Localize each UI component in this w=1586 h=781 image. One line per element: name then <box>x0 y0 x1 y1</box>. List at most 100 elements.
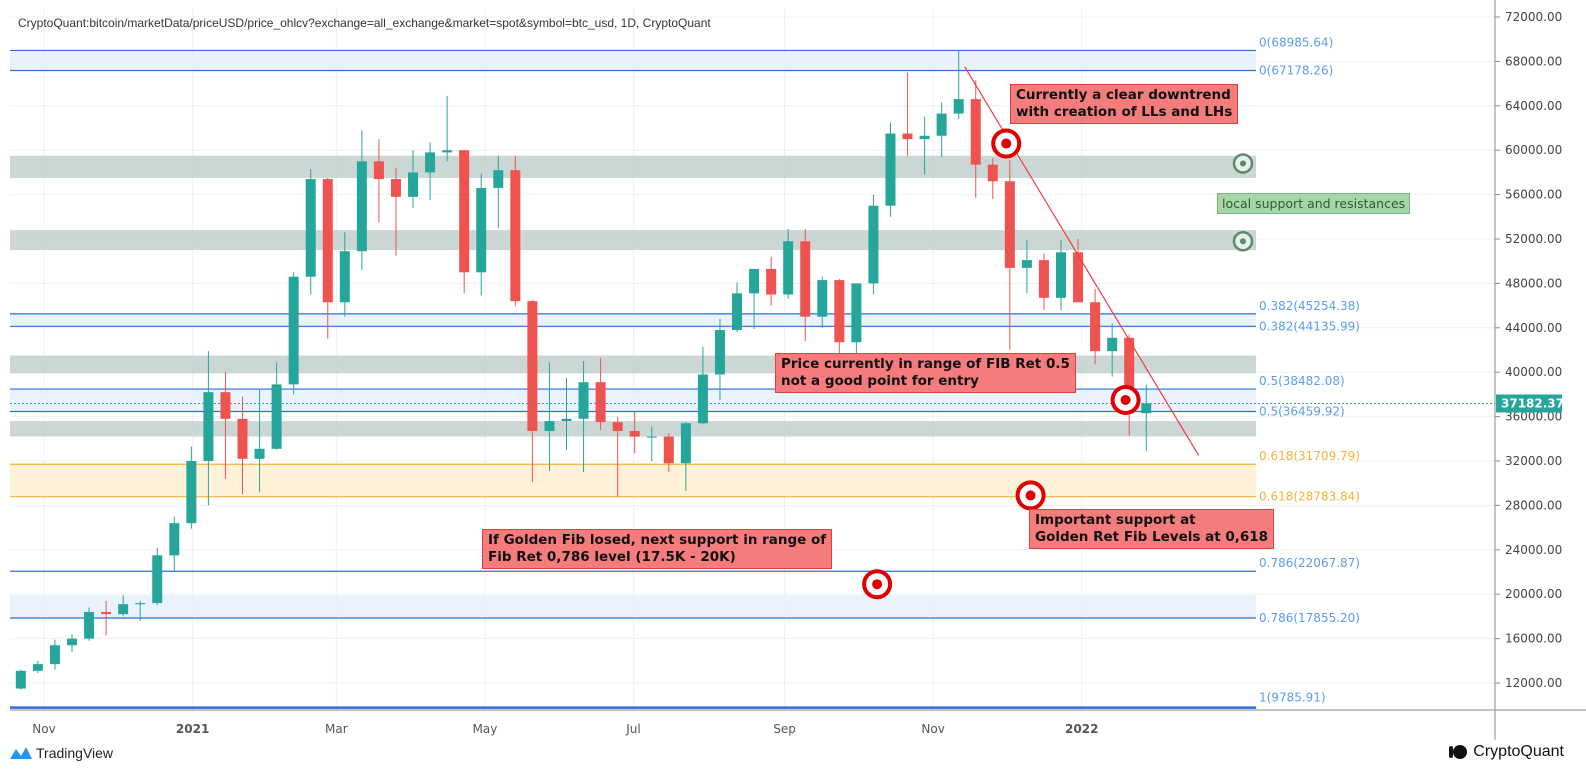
candle-body <box>1021 260 1032 268</box>
candle-body <box>749 268 760 294</box>
candle-body <box>1073 252 1084 303</box>
fib-label: 1(9785.91) <box>1259 691 1326 705</box>
candle-body <box>476 187 487 273</box>
candle-body <box>578 382 589 419</box>
fib-label: 0.618(28783.84) <box>1259 490 1360 504</box>
x-tick-label: 2021 <box>176 722 209 736</box>
cryptoquant-text: CryptoQuant <box>1473 743 1564 760</box>
candle-body <box>101 611 112 615</box>
candle-body <box>493 170 504 188</box>
y-tick-label: 36000.00 <box>1505 410 1562 424</box>
y-tick-label: 72000.00 <box>1505 10 1562 24</box>
candle-body <box>783 241 794 295</box>
fib-fill <box>10 389 1256 412</box>
candle-body <box>1056 252 1067 298</box>
fib-fill <box>10 595 1256 619</box>
candle-body <box>1107 337 1118 352</box>
candle-body <box>817 280 828 317</box>
candle-body <box>49 645 60 665</box>
y-tick-label: 68000.00 <box>1505 54 1562 68</box>
candle-body <box>1141 403 1152 414</box>
y-tick-label: 16000.00 <box>1505 632 1562 646</box>
candle-body <box>390 179 401 197</box>
candle-body <box>800 241 811 317</box>
candle-body <box>84 611 95 639</box>
last-price-label: 37182.37 <box>1501 396 1564 410</box>
target-icon-center <box>1120 394 1131 405</box>
tradingview-logo[interactable]: TradingView <box>10 745 113 761</box>
y-tick-label: 64000.00 <box>1505 99 1562 113</box>
zone-marker-icon-center <box>1240 160 1246 167</box>
candle-body <box>629 431 640 437</box>
candle-body <box>561 418 572 422</box>
fib-label: 0.382(44135.99) <box>1259 319 1360 333</box>
y-tick-label: 20000.00 <box>1505 587 1562 601</box>
support-resistance-zone <box>10 155 1256 178</box>
candle-body <box>408 172 419 197</box>
y-tick-label: 32000.00 <box>1505 454 1562 468</box>
candle-body <box>987 164 998 182</box>
x-tick-label: Mar <box>325 722 348 736</box>
target-icon-center <box>872 579 883 590</box>
candle-body <box>834 280 845 343</box>
candle-body <box>732 293 743 331</box>
candle-body <box>118 604 129 615</box>
fib-label: 0.5(36459.92) <box>1259 404 1345 418</box>
y-tick-label: 44000.00 <box>1505 321 1562 335</box>
candle-body <box>152 555 163 604</box>
tradingview-icon <box>10 747 32 759</box>
support-resistance-zone <box>10 421 1256 437</box>
candle-body <box>612 422 623 432</box>
candle-body <box>66 638 77 646</box>
y-tick-label: 40000.00 <box>1505 365 1562 379</box>
x-tick-label: May <box>473 722 498 736</box>
candle-body <box>203 392 214 461</box>
candle-body <box>527 301 538 432</box>
x-tick-label: Jul <box>625 722 640 736</box>
candle-body <box>953 99 964 114</box>
annotation-downtrend: Currently a clear downtrend with creatio… <box>1010 84 1239 124</box>
candle-body <box>254 448 265 459</box>
candle-body <box>663 436 674 464</box>
annotation-golden-fib: Important support at Golden Ret Fib Leve… <box>1029 509 1275 549</box>
candle-body <box>1004 181 1015 268</box>
fib-label: 0.382(45254.38) <box>1259 299 1360 313</box>
fib-fill <box>10 313 1256 327</box>
candle-body <box>169 523 180 556</box>
candle-body <box>936 113 947 136</box>
support-resistance-zone <box>10 230 1256 251</box>
candle-body <box>356 161 367 252</box>
fib-fill <box>10 50 1256 71</box>
candle-body <box>459 150 470 273</box>
fib-label: 0.5(38482.08) <box>1259 374 1345 388</box>
target-icon-center <box>1025 490 1036 501</box>
y-tick-label: 56000.00 <box>1505 188 1562 202</box>
candle-body <box>271 384 282 449</box>
candle-body <box>919 135 930 140</box>
target-icon-center <box>1001 138 1012 149</box>
candle-body <box>339 251 350 303</box>
candle-body <box>322 179 333 303</box>
chart-title: CryptoQuant:bitcoin/marketData/priceUSD/… <box>18 16 711 30</box>
candle-body <box>32 664 43 671</box>
fib-label: 0(67178.26) <box>1259 64 1333 78</box>
candle-body <box>1038 260 1049 298</box>
candle-body <box>510 170 521 302</box>
y-tick-label: 48000.00 <box>1505 276 1562 290</box>
last-price-tag <box>1496 394 1562 413</box>
y-tick-label: 52000.00 <box>1505 232 1562 246</box>
tradingview-text: TradingView <box>36 745 114 761</box>
candle-body <box>305 179 316 277</box>
y-tick-label: 60000.00 <box>1505 143 1562 157</box>
x-tick-label: Nov <box>921 722 944 736</box>
candle-body <box>15 670 26 689</box>
zone-marker-icon-center <box>1240 238 1246 245</box>
cryptoquant-logo[interactable]: CryptoQuant <box>1448 743 1564 761</box>
y-tick-label: 24000.00 <box>1505 543 1562 557</box>
candle-body <box>680 423 691 464</box>
candle-body <box>186 461 197 524</box>
fib-label: 0.786(22067.87) <box>1259 556 1360 570</box>
annotation-fib-05: Price currently in range of FIB Ret 0.5 … <box>775 353 1076 393</box>
candle-body <box>442 150 453 153</box>
candle-body <box>595 382 606 423</box>
